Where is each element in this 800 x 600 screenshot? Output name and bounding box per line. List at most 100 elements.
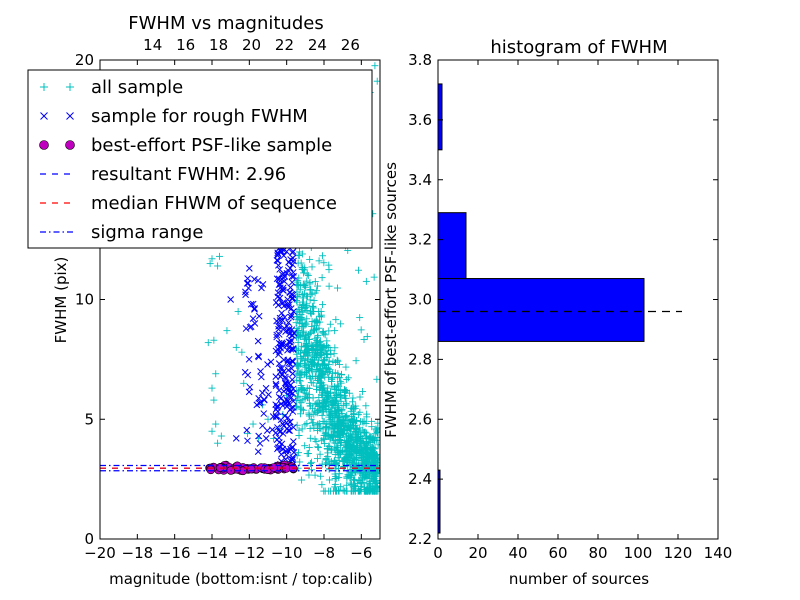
scatter-point-all — [319, 370, 327, 378]
scatter-point-rough — [289, 370, 297, 377]
scatter-point-all — [330, 431, 338, 439]
scatter-point-all — [315, 403, 323, 411]
scatter-point-all — [306, 434, 314, 442]
scatter-point-all — [300, 360, 308, 368]
scatter-point-all — [309, 304, 317, 312]
scatter-point-rough — [277, 400, 285, 408]
scatter-point-all — [343, 487, 351, 495]
scatter-point-all — [249, 420, 257, 428]
legend-entry: best-effort PSF-like sample — [39, 135, 332, 156]
scatter-point-all — [311, 471, 319, 479]
scatter-point-all — [322, 365, 330, 373]
scatter-point-all — [334, 454, 342, 462]
scatter-y-tick-label: 0 — [84, 530, 94, 548]
scatter-point-all — [332, 443, 340, 451]
scatter-point-all — [325, 476, 333, 484]
scatter-point-all — [306, 255, 314, 263]
legend-label: resultant FWHM: 2.96 — [91, 164, 286, 185]
scatter-point-all — [361, 465, 369, 473]
scatter-point-all — [333, 444, 341, 452]
scatter-point-rough — [289, 269, 297, 276]
scatter-point-rough — [288, 365, 295, 372]
scatter-point-all — [319, 399, 327, 407]
scatter-point-all — [328, 378, 336, 386]
scatter-point-rough — [285, 319, 292, 326]
scatter-point-all — [316, 338, 324, 346]
scatter-point-rough — [249, 300, 257, 308]
histogram-plot-area — [438, 83, 645, 534]
scatter-point-rough — [272, 380, 280, 388]
scatter-point-rough — [275, 393, 283, 401]
scatter-point-all — [294, 362, 302, 370]
scatter-point-rough — [254, 277, 262, 284]
scatter-point-all — [312, 385, 320, 393]
scatter-point-all — [334, 486, 342, 494]
scatter-point-all — [325, 282, 333, 290]
legend-label: sample for rough FWHM — [91, 106, 308, 127]
scatter-point-all — [349, 422, 357, 430]
scatter-point-rough — [244, 371, 252, 379]
scatter-point-all — [343, 474, 351, 482]
scatter-point-rough — [289, 455, 296, 463]
scatter-point-all — [307, 341, 315, 349]
scatter-point-all — [320, 487, 328, 495]
scatter-point-all — [303, 270, 311, 278]
scatter-point-all — [367, 433, 375, 441]
scatter-point-all — [321, 331, 329, 339]
scatter-point-rough — [281, 412, 289, 420]
scatter-point-all — [311, 278, 319, 286]
scatter-top-tick-label: 26 — [341, 36, 360, 54]
scatter-point-rough — [288, 376, 296, 384]
scatter-point-all — [301, 392, 309, 400]
scatter-point-rough — [285, 258, 293, 266]
scatter-point-all — [354, 443, 362, 451]
scatter-point-all — [366, 480, 374, 488]
scatter-point-rough — [289, 397, 297, 405]
scatter-point-all — [303, 450, 311, 458]
scatter-point-all — [320, 384, 328, 392]
scatter-point-all — [317, 307, 325, 315]
histogram-y-ticks: 2.2 2.4 2.6 2.8 3.0 3.2 3.4 3.6 3.8 — [408, 51, 718, 548]
scatter-point-all — [314, 444, 322, 452]
scatter-point-all — [307, 458, 315, 466]
scatter-point-all — [317, 342, 325, 350]
scatter-point-all — [301, 442, 309, 450]
scatter-point-all — [310, 297, 318, 305]
histogram-x-tick-label: 100 — [624, 544, 653, 562]
scatter-point-psf — [246, 464, 256, 474]
scatter-point-all — [359, 387, 367, 395]
scatter-x-ticks: −20 −18 −16 −14 −12 −10 −8 −6 — [84, 60, 372, 562]
scatter-point-all — [316, 424, 324, 432]
scatter-point-rough — [255, 432, 263, 440]
scatter-point-all — [318, 481, 326, 489]
scatter-point-all — [360, 335, 368, 343]
scatter-point-all — [358, 418, 366, 426]
scatter-point-all — [326, 416, 334, 424]
scatter-point-all — [324, 390, 332, 398]
scatter-point-all — [214, 439, 222, 447]
legend-entry: median FHWM of sequence — [40, 193, 337, 214]
scatter-point-rough — [278, 300, 286, 307]
scatter-point-all — [343, 441, 351, 449]
histogram-x-tick-label: 0 — [433, 544, 443, 562]
histogram-y-tick-label: 3.4 — [408, 171, 432, 189]
scatter-point-rough — [274, 424, 281, 431]
scatter-top-ticks: 14 16 18 20 22 24 26 — [143, 36, 360, 54]
scatter-point-rough — [285, 384, 292, 392]
scatter-point-rough — [286, 301, 293, 308]
scatter-point-all — [292, 319, 300, 327]
histogram-bar — [438, 83, 443, 151]
scatter-point-rough — [258, 284, 265, 292]
scatter-point-all — [298, 476, 306, 484]
scatter-point-all — [298, 425, 306, 433]
scatter-point-all — [360, 479, 368, 487]
scatter-point-rough — [255, 312, 263, 320]
scatter-point-all — [295, 432, 303, 440]
scatter-point-all — [296, 458, 304, 466]
scatter-point-rough — [285, 366, 292, 374]
scatter-point-rough — [277, 394, 285, 402]
scatter-point-all — [295, 274, 303, 282]
scatter-point-all — [359, 426, 367, 434]
scatter-point-all — [352, 357, 360, 365]
scatter-point-rough — [262, 384, 270, 392]
